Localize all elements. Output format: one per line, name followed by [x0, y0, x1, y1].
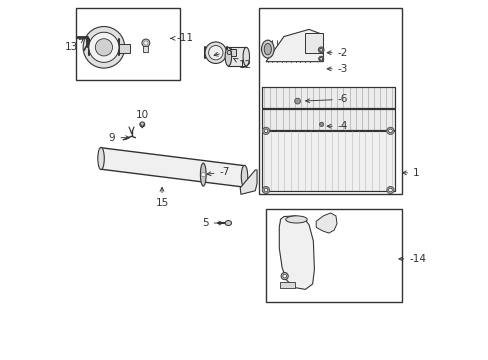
Text: -7: -7 — [206, 167, 229, 177]
Circle shape — [319, 57, 322, 60]
Text: -11: -11 — [170, 33, 193, 43]
Circle shape — [262, 186, 269, 194]
Polygon shape — [279, 216, 314, 289]
Circle shape — [386, 127, 393, 134]
Text: 10: 10 — [136, 111, 148, 128]
Polygon shape — [261, 131, 394, 191]
Bar — [143, 45, 148, 52]
Circle shape — [83, 27, 124, 68]
Circle shape — [386, 186, 393, 194]
Circle shape — [318, 56, 323, 61]
Circle shape — [204, 42, 226, 63]
Text: 1: 1 — [402, 168, 419, 178]
Polygon shape — [226, 49, 235, 56]
Circle shape — [388, 188, 391, 192]
Ellipse shape — [285, 216, 306, 223]
Circle shape — [264, 188, 267, 192]
Ellipse shape — [224, 221, 231, 226]
Circle shape — [294, 98, 300, 104]
Circle shape — [208, 45, 223, 60]
Circle shape — [143, 41, 148, 45]
Text: 8: 8 — [214, 46, 231, 57]
Polygon shape — [279, 282, 294, 288]
Bar — [258, 8, 402, 194]
Polygon shape — [261, 87, 394, 108]
Polygon shape — [240, 170, 257, 194]
Ellipse shape — [98, 147, 104, 170]
Circle shape — [95, 39, 112, 56]
Circle shape — [140, 122, 144, 127]
Text: -14: -14 — [398, 254, 426, 264]
Ellipse shape — [243, 47, 249, 66]
Circle shape — [281, 273, 287, 280]
Text: -6: -6 — [305, 94, 347, 104]
Bar — [265, 209, 402, 302]
Ellipse shape — [264, 43, 271, 55]
Text: 13: 13 — [64, 39, 83, 52]
Circle shape — [264, 129, 267, 133]
Text: -3: -3 — [326, 64, 347, 74]
Polygon shape — [305, 33, 323, 53]
Polygon shape — [119, 44, 130, 53]
Circle shape — [262, 127, 269, 134]
Text: 15: 15 — [155, 187, 168, 208]
Text: 5: 5 — [202, 218, 223, 228]
Ellipse shape — [241, 165, 247, 188]
Polygon shape — [261, 109, 394, 130]
Polygon shape — [101, 148, 244, 187]
Circle shape — [319, 122, 323, 127]
Polygon shape — [228, 47, 246, 66]
Text: -2: -2 — [326, 48, 347, 58]
Text: 12: 12 — [233, 58, 252, 70]
Circle shape — [142, 39, 149, 47]
Circle shape — [282, 274, 286, 278]
Ellipse shape — [224, 47, 231, 66]
Ellipse shape — [261, 40, 274, 58]
Polygon shape — [316, 213, 336, 233]
Circle shape — [319, 48, 322, 51]
Text: 9: 9 — [108, 133, 129, 143]
Polygon shape — [265, 30, 323, 62]
Text: -4: -4 — [326, 121, 347, 131]
Circle shape — [89, 32, 119, 62]
Circle shape — [388, 129, 391, 133]
Bar — [76, 8, 180, 80]
Circle shape — [318, 47, 324, 53]
Ellipse shape — [200, 163, 206, 186]
Circle shape — [201, 172, 205, 177]
